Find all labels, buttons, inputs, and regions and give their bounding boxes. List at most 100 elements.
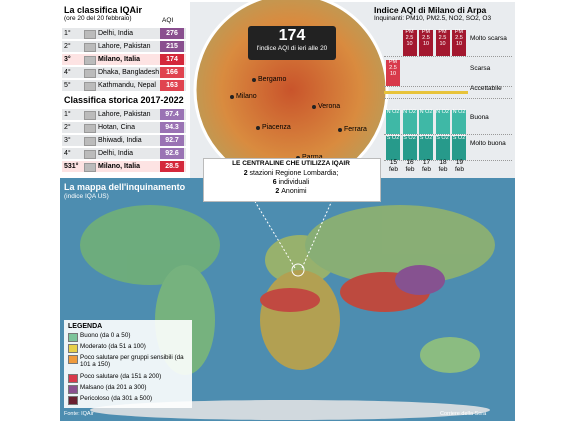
- station-line: 2 stazioni Regione Lombardia;: [203, 170, 379, 177]
- arpa-subtitle: Inquinanti: PM10, PM2.5, NO2, SO2, O3: [374, 15, 492, 22]
- city: Bhiwadi, India: [98, 137, 142, 144]
- legend-label: Buono (da 0 a 50): [80, 332, 131, 339]
- aqi-value: 92.6: [160, 148, 184, 159]
- row-bg: [62, 54, 186, 65]
- level-line: [384, 86, 512, 87]
- rank: 531°: [64, 163, 79, 170]
- accettabile-band: [384, 91, 468, 94]
- rank: 1°: [64, 30, 71, 37]
- aqi-value: 97.4: [160, 109, 184, 120]
- city-dot: [312, 105, 316, 109]
- row-bg: [62, 28, 186, 39]
- flag: [84, 137, 96, 146]
- station-line: 2 Anonimi: [203, 188, 379, 195]
- flag: [84, 56, 96, 65]
- rank: 5°: [64, 82, 71, 89]
- city: Milano, Italia: [98, 163, 141, 170]
- flag: [84, 69, 96, 78]
- legend-swatch: [68, 333, 78, 342]
- row-bg: [62, 109, 186, 120]
- row-bg: [62, 135, 186, 146]
- row-bg: [62, 67, 186, 78]
- flag: [84, 82, 96, 91]
- day-label: 18 feb: [438, 159, 448, 173]
- legend-label: Poco salutare per gruppi sensibili (da 1…: [80, 354, 184, 368]
- flag: [84, 124, 96, 133]
- level-name: Accettabile: [470, 85, 502, 92]
- legend-swatch: [68, 374, 78, 383]
- aqi-cell: S O2: [402, 135, 417, 160]
- focus-city: Ferrara: [344, 126, 367, 133]
- aqi-cell: PM 2.5 10: [402, 29, 417, 56]
- city: Hotan, Cina: [98, 124, 135, 131]
- stations-title: LE CENTRALINE CHE UTILIZZA IQAIR: [232, 160, 350, 167]
- stations-box: [203, 158, 381, 202]
- level-line: [384, 160, 512, 161]
- flag: [84, 43, 96, 52]
- day-label: 15 feb: [388, 159, 399, 173]
- aqi-value: 215: [160, 41, 184, 52]
- flag: [84, 163, 96, 172]
- map-subtitle: (indice IQA US): [64, 193, 109, 200]
- city: Delhi, India: [98, 30, 134, 37]
- focus-city: Bergamo: [258, 76, 287, 83]
- focus-city: Parma: [302, 154, 323, 161]
- city: Milano, Italia: [98, 56, 141, 63]
- legend-swatch: [68, 344, 78, 353]
- station-label: individuali: [278, 179, 310, 186]
- aqi-value: 166: [160, 67, 184, 78]
- aqi-value: 276: [160, 28, 184, 39]
- arpa-title: Indice AQI di Milano di Arpa: [374, 5, 487, 15]
- station-line: 6 individuali: [203, 179, 379, 186]
- rank: 3°: [64, 56, 71, 63]
- aqi-cell: PM 2.5 10: [435, 29, 450, 56]
- focus-city: Piacenza: [262, 124, 291, 131]
- city-dot: [252, 78, 256, 82]
- legend-swatch: [68, 355, 78, 364]
- aqi-cell: N O2: [386, 109, 400, 134]
- history-title: Classifica storica 2017-2022: [64, 95, 184, 105]
- aqi-cell: PM 2.5 10: [452, 29, 466, 56]
- city-dot: [230, 95, 234, 99]
- city: Lahore, Pakistan: [98, 43, 151, 50]
- level-line: [384, 56, 512, 57]
- aqi-cell: N O2: [419, 109, 433, 134]
- rank: 1°: [64, 111, 71, 118]
- rank: 4°: [64, 150, 71, 157]
- level-name: Buona: [470, 114, 489, 121]
- map-title: La mappa dell'inquinamento: [64, 182, 186, 192]
- aqi-value: 174: [160, 54, 184, 65]
- focus-value: 174: [278, 27, 306, 44]
- legend-label: Malsano (da 201 a 300): [80, 384, 147, 391]
- row-bg: [62, 122, 186, 133]
- rank: 4°: [64, 69, 71, 76]
- aqi-cell: PM 2.5 10: [419, 29, 433, 56]
- aqi-cell: PM 2.5 10: [386, 59, 400, 86]
- day-label: 17 feb: [421, 159, 432, 173]
- city: Kathmandu, Nepal: [98, 82, 156, 89]
- aqi-value: 28.5: [160, 161, 184, 172]
- city: Dhaka, Bangladesh: [98, 69, 160, 76]
- row-bg: [62, 161, 186, 172]
- aqi-cell: S O2: [435, 135, 450, 160]
- legend-label: Moderato (da 51 a 100): [80, 343, 146, 350]
- ranking-subtitle: (ore 20 del 20 febbraio): [64, 15, 132, 22]
- legend-swatch: [68, 385, 78, 394]
- row-bg: [62, 148, 186, 159]
- aqi-cell: N O2: [402, 109, 417, 134]
- aqi-value: 94.3: [160, 122, 184, 133]
- source: Fonte: IQAir: [64, 411, 94, 417]
- column-header: AQI: [162, 17, 174, 24]
- station-count: 6: [272, 179, 279, 186]
- aqi-cell: S O2: [386, 135, 400, 160]
- aqi-cell: N O2: [435, 109, 450, 134]
- day-label: 16 feb: [405, 159, 415, 173]
- rank: 2°: [64, 124, 71, 131]
- aqi-cell: S O2: [419, 135, 433, 160]
- legend-swatch: [68, 396, 78, 405]
- city-dot: [256, 126, 260, 130]
- rank: 2°: [64, 43, 71, 50]
- focus-caption: l'indice AQI di ieri alle 20: [256, 45, 328, 52]
- city: Delhi, India: [98, 150, 134, 157]
